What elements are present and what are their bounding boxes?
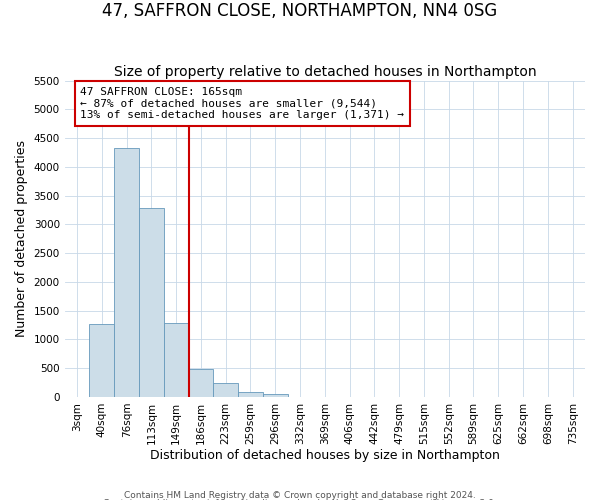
Bar [139, 208, 164, 397]
Y-axis label: Number of detached properties: Number of detached properties [15, 140, 28, 338]
Text: Contains HM Land Registry data © Crown copyright and database right 2024.: Contains HM Land Registry data © Crown c… [124, 490, 476, 500]
Bar [164, 323, 188, 397]
Bar [214, 384, 238, 397]
Bar [89, 324, 114, 397]
Bar [114, 148, 139, 397]
Text: 47, SAFFRON CLOSE, NORTHAMPTON, NN4 0SG: 47, SAFFRON CLOSE, NORTHAMPTON, NN4 0SG [103, 2, 497, 21]
Bar [238, 392, 263, 397]
Bar [188, 370, 214, 397]
X-axis label: Distribution of detached houses by size in Northampton: Distribution of detached houses by size … [150, 450, 500, 462]
Text: 47 SAFFRON CLOSE: 165sqm
← 87% of detached houses are smaller (9,544)
13% of sem: 47 SAFFRON CLOSE: 165sqm ← 87% of detach… [80, 87, 404, 120]
Bar [263, 394, 287, 397]
Text: Contains public sector information licensed under the Open Government Licence v3: Contains public sector information licen… [103, 499, 497, 500]
Title: Size of property relative to detached houses in Northampton: Size of property relative to detached ho… [113, 66, 536, 80]
